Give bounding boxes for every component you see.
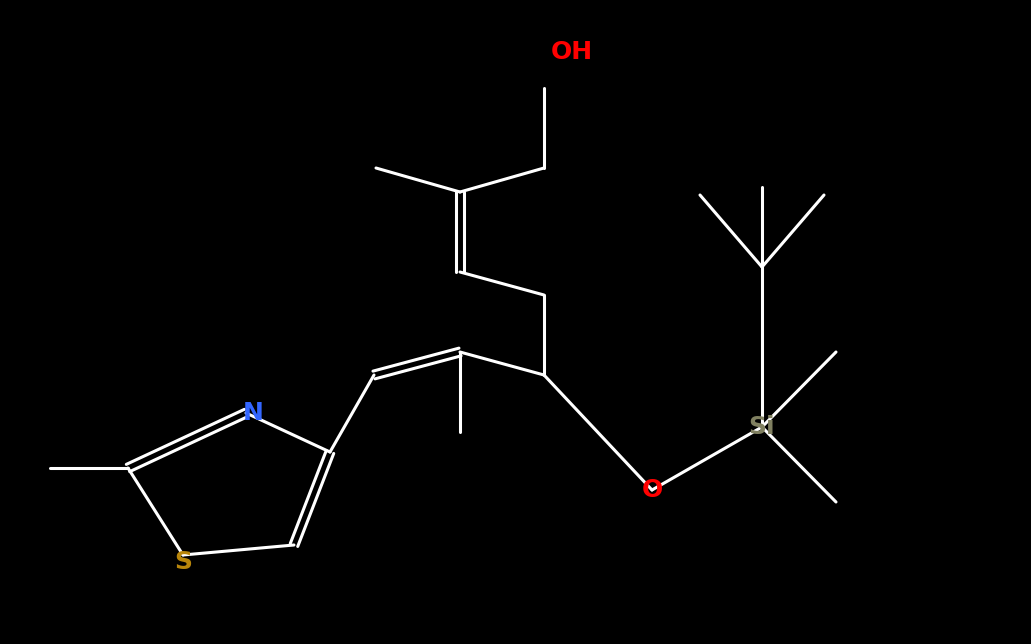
Text: O: O [641, 478, 663, 502]
Text: N: N [242, 401, 264, 425]
Text: Si: Si [749, 415, 775, 439]
Text: S: S [174, 550, 192, 574]
Text: OH: OH [551, 40, 593, 64]
